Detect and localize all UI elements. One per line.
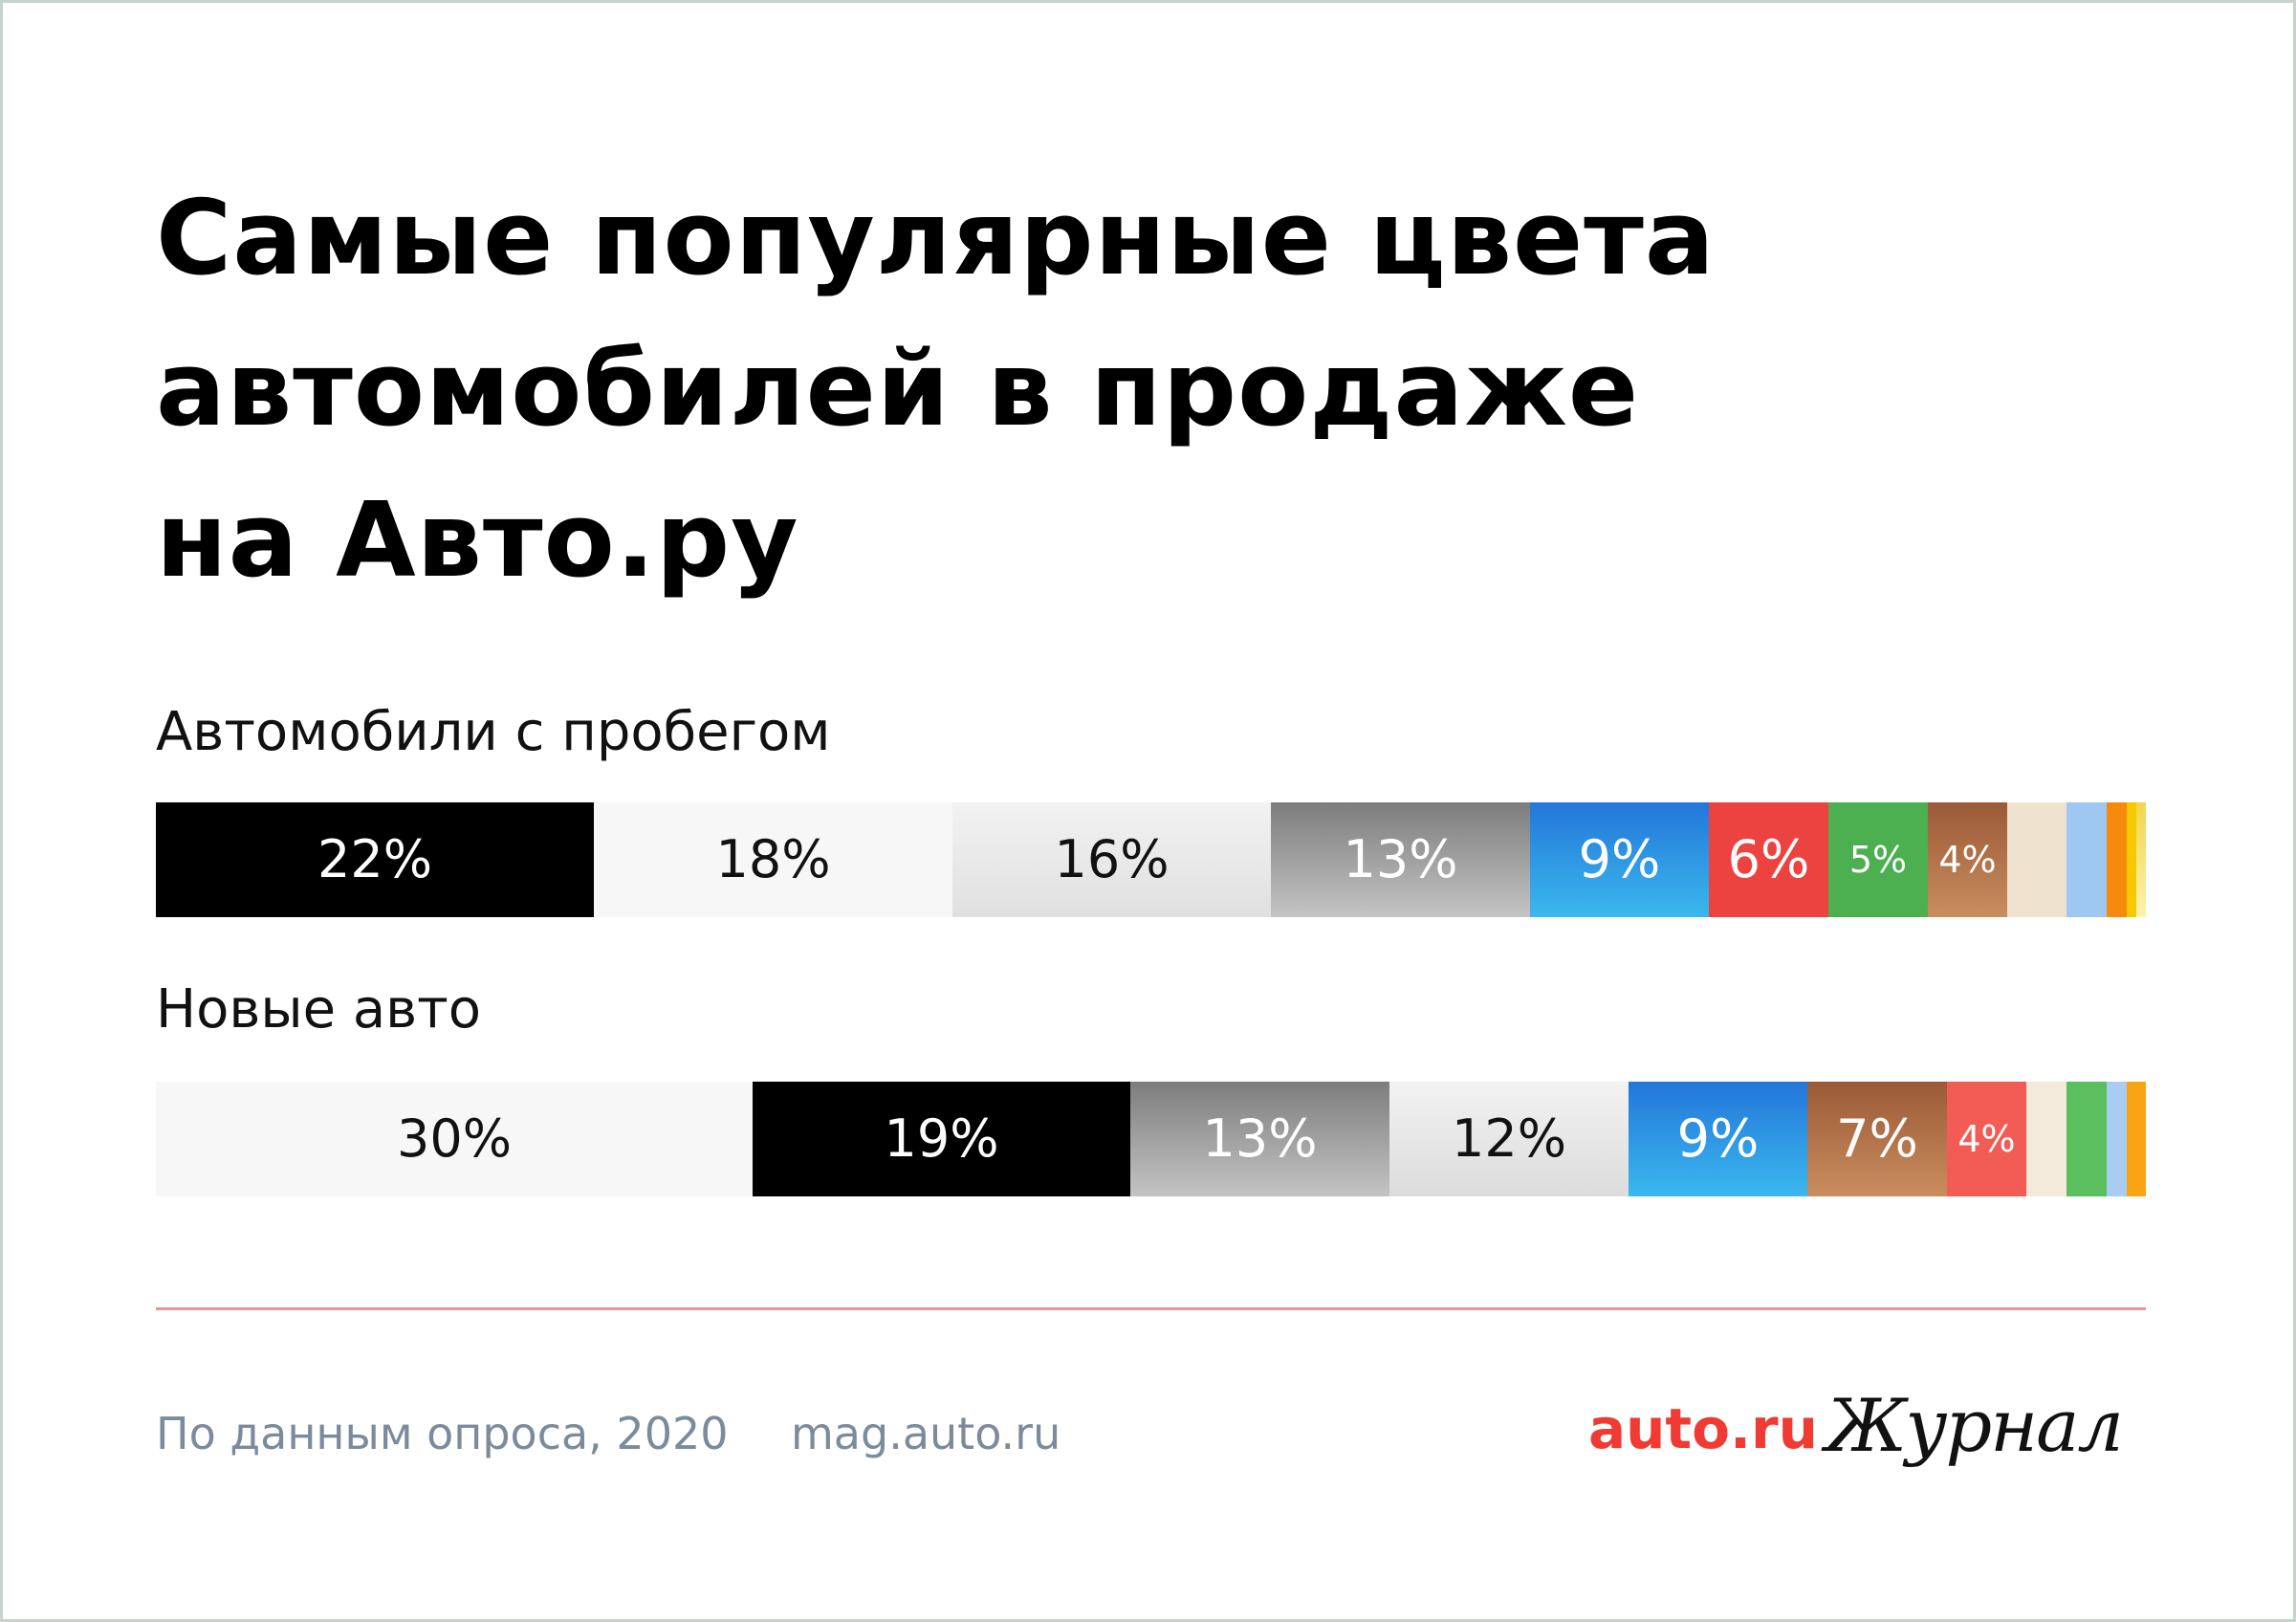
journal-logo: Журнал bbox=[1826, 1383, 2124, 1468]
bar-segment bbox=[2136, 802, 2146, 917]
bar-segment: 16% bbox=[952, 802, 1271, 917]
segment-label: 19% bbox=[884, 1108, 999, 1169]
segment-label: 5% bbox=[1848, 839, 1908, 881]
segment-label: 12% bbox=[1451, 1108, 1567, 1169]
bar-segment: 30% bbox=[156, 1082, 753, 1196]
bar-segment: 13% bbox=[1130, 1082, 1389, 1196]
bar-segment: 4% bbox=[1947, 1082, 2026, 1196]
bar-segment bbox=[2007, 802, 2066, 917]
segment-label: 6% bbox=[1727, 829, 1810, 889]
bar-segment: 19% bbox=[753, 1082, 1130, 1196]
bar-segment: 5% bbox=[1828, 802, 1928, 917]
bar-segment: 9% bbox=[1629, 1082, 1807, 1196]
bar-segment: 7% bbox=[1807, 1082, 1947, 1196]
new-cars-bar: 30% 19% 13% 12% 9% 7% 4% bbox=[156, 1082, 2146, 1196]
bar-segment bbox=[2066, 802, 2107, 917]
bar-segment bbox=[2107, 802, 2127, 917]
segment-label: 7% bbox=[1836, 1108, 1918, 1169]
segment-label: 18% bbox=[715, 829, 831, 889]
segment-label: 4% bbox=[1957, 1118, 2016, 1160]
divider bbox=[156, 1307, 2146, 1310]
segment-label: 9% bbox=[1676, 1108, 1760, 1169]
segment-label: 16% bbox=[1054, 829, 1170, 889]
bar-segment: 22% bbox=[156, 802, 594, 917]
bar-segment bbox=[2127, 1082, 2146, 1196]
bar-segment bbox=[2026, 1082, 2066, 1196]
bar-segment bbox=[2127, 802, 2136, 917]
bar-segment bbox=[2107, 1082, 2127, 1196]
bar-segment: 12% bbox=[1389, 1082, 1629, 1196]
segment-label: 13% bbox=[1202, 1108, 1318, 1169]
page-title: Самые популярные цвета автомобилей в про… bbox=[156, 164, 2068, 617]
used-cars-label: Автомобили с пробегом bbox=[156, 701, 831, 763]
bar-segment: 9% bbox=[1530, 802, 1709, 917]
site-link[interactable]: mag.auto.ru bbox=[791, 1408, 1061, 1459]
bar-segment: 6% bbox=[1709, 802, 1828, 917]
new-cars-label: Новые авто bbox=[156, 978, 482, 1041]
segment-label: 9% bbox=[1578, 829, 1661, 889]
segment-label: 22% bbox=[317, 829, 433, 889]
used-cars-bar: 22% 18% 16% 13% 9% 6% 5% 4% bbox=[156, 802, 2146, 917]
bar-segment: 18% bbox=[594, 802, 952, 917]
segment-label: 13% bbox=[1343, 829, 1458, 889]
source-note: По данным опроса, 2020 bbox=[156, 1408, 729, 1459]
bar-segment: 4% bbox=[1928, 802, 2007, 917]
bar-segment bbox=[2066, 1082, 2107, 1196]
segment-label: 4% bbox=[1938, 839, 1997, 881]
segment-label: 30% bbox=[396, 1108, 513, 1169]
autoru-logo: auto.ru bbox=[1588, 1396, 1818, 1461]
bar-segment: 13% bbox=[1271, 802, 1530, 917]
title-line-3: на Авто.ру bbox=[156, 481, 799, 601]
title-line-1: Самые популярные цвета bbox=[156, 179, 1716, 298]
title-line-2: автомобилей в продаже bbox=[156, 330, 1640, 449]
